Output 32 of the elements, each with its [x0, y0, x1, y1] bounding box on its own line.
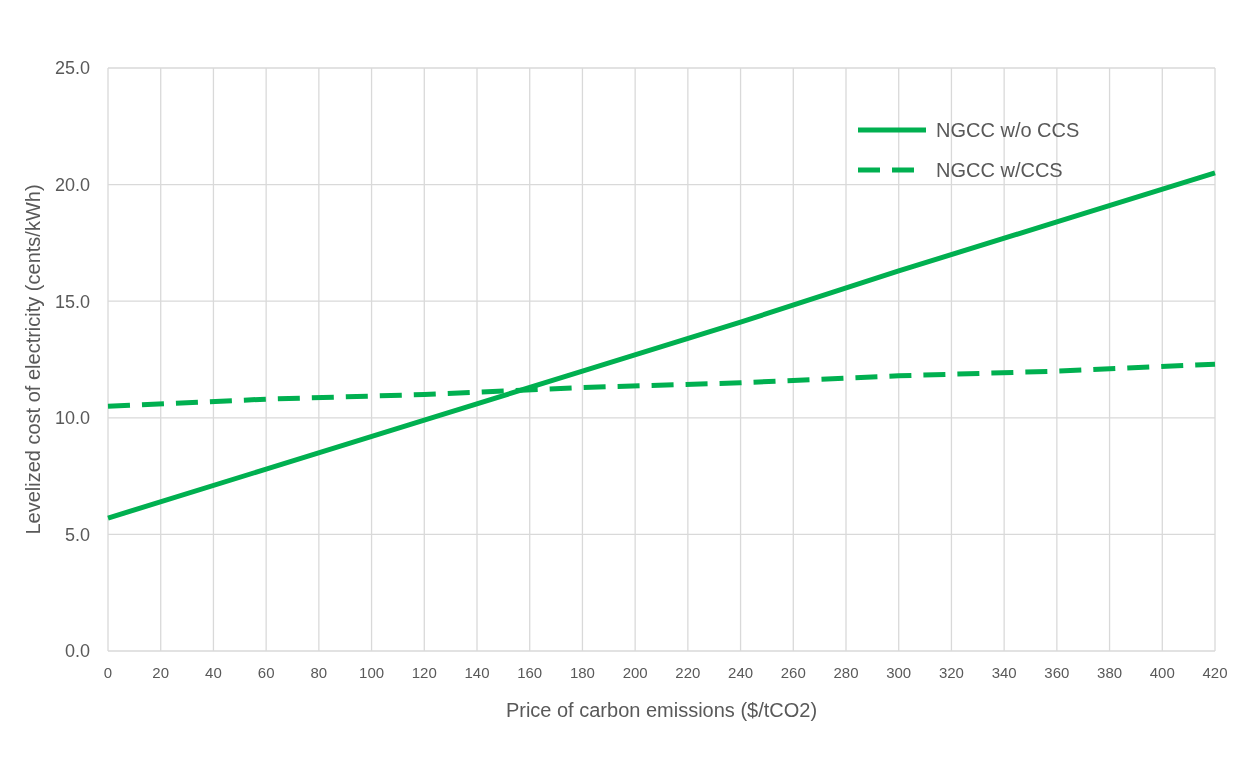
x-tick-label: 120 [411, 664, 437, 681]
x-tick-label: 340 [991, 664, 1017, 681]
legend-label: NGCC w/CCS [936, 159, 1063, 181]
x-axis-title: Price of carbon emissions ($/tCO2) [505, 699, 818, 721]
y-tick-label: 20.0 [54, 174, 90, 195]
x-tick-label: 220 [675, 664, 701, 681]
y-tick-label: 0.0 [64, 641, 90, 662]
y-axis-title: Levelized cost of electricity (cents/kWh) [22, 184, 44, 535]
x-tick-label: 80 [310, 664, 328, 681]
x-tick-label: 60 [257, 664, 275, 681]
x-tick-label: 160 [517, 664, 543, 681]
x-tick-label: 380 [1097, 664, 1123, 681]
y-tick-label: 15.0 [54, 291, 90, 312]
y-tick-label: 10.0 [54, 408, 90, 429]
x-tick-label: 180 [569, 664, 595, 681]
x-tick-label: 400 [1149, 664, 1175, 681]
x-tick-label: 140 [464, 664, 490, 681]
x-tick-label: 240 [728, 664, 754, 681]
x-tick-label: 0 [103, 664, 113, 681]
x-tick-label: 20 [152, 664, 170, 681]
y-tick-label: 5.0 [64, 524, 90, 545]
x-tick-label: 320 [938, 664, 964, 681]
legend-label: NGCC w/o CCS [936, 119, 1080, 141]
x-tick-label: 360 [1044, 664, 1070, 681]
x-tick-label: 200 [622, 664, 648, 681]
x-tick-label: 100 [359, 664, 385, 681]
x-tick-label: 420 [1202, 664, 1228, 681]
y-tick-label: 25.0 [54, 58, 90, 79]
x-tick-label: 40 [205, 664, 222, 681]
x-tick-label: 300 [886, 664, 912, 681]
x-tick-label: 260 [780, 664, 806, 681]
x-tick-label: 280 [833, 664, 859, 681]
